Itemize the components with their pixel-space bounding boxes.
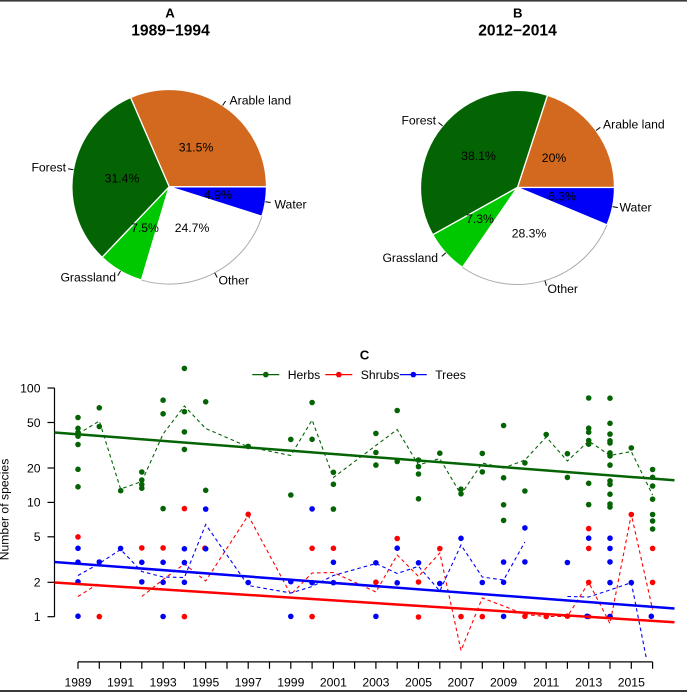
svg-text:1991: 1991	[107, 676, 134, 690]
svg-text:20: 20	[27, 461, 41, 475]
svg-text:2001: 2001	[320, 676, 347, 690]
svg-text:50: 50	[27, 416, 41, 430]
svg-text:Grassland: Grassland	[60, 271, 116, 285]
svg-text:5: 5	[34, 530, 41, 544]
svg-text:2011: 2011	[533, 676, 559, 690]
svg-text:Other: Other	[219, 274, 249, 288]
svg-text:38.1%: 38.1%	[461, 149, 496, 163]
svg-text:1997: 1997	[235, 676, 262, 690]
svg-text:7.5%: 7.5%	[131, 221, 159, 235]
svg-text:Grassland: Grassland	[382, 251, 438, 265]
svg-text:A: A	[165, 6, 175, 21]
svg-text:31.4%: 31.4%	[105, 171, 140, 185]
svg-text:Shrubs: Shrubs	[361, 368, 400, 382]
svg-text:Forest: Forest	[401, 114, 436, 128]
svg-text:4.9%: 4.9%	[204, 188, 232, 202]
svg-text:20%: 20%	[542, 151, 567, 165]
svg-text:1995: 1995	[192, 676, 219, 690]
svg-text:Number of species: Number of species	[0, 459, 12, 561]
svg-text:Arable land: Arable land	[603, 117, 665, 131]
svg-text:B: B	[513, 6, 523, 21]
svg-text:2015: 2015	[618, 676, 645, 690]
svg-text:2007: 2007	[447, 676, 474, 690]
svg-text:31.5%: 31.5%	[179, 140, 214, 154]
svg-text:2009: 2009	[490, 676, 517, 690]
svg-text:Forest: Forest	[31, 161, 66, 175]
svg-text:1999: 1999	[277, 676, 304, 690]
svg-text:Water: Water	[620, 201, 652, 215]
svg-text:2012−2014: 2012−2014	[478, 22, 557, 39]
svg-text:1993: 1993	[150, 676, 177, 690]
svg-text:1989: 1989	[64, 676, 91, 690]
svg-text:10: 10	[27, 496, 41, 510]
svg-text:1989−1994: 1989−1994	[131, 22, 210, 39]
svg-text:Trees: Trees	[435, 368, 466, 382]
svg-text:2003: 2003	[362, 676, 389, 690]
svg-text:Arable land: Arable land	[230, 93, 292, 107]
svg-text:2005: 2005	[405, 676, 432, 690]
svg-text:2: 2	[34, 576, 41, 590]
svg-text:28.3%: 28.3%	[512, 226, 547, 240]
svg-text:24.7%: 24.7%	[175, 221, 210, 235]
svg-text:Water: Water	[275, 198, 307, 212]
svg-text:2013: 2013	[575, 676, 602, 690]
svg-text:7.3%: 7.3%	[466, 212, 494, 226]
svg-text:1: 1	[34, 610, 41, 624]
svg-text:100: 100	[20, 381, 41, 395]
svg-text:C: C	[360, 348, 370, 363]
svg-text:Other: Other	[548, 282, 578, 296]
svg-text:Herbs: Herbs	[288, 368, 321, 382]
svg-text:6.3%: 6.3%	[548, 189, 576, 203]
